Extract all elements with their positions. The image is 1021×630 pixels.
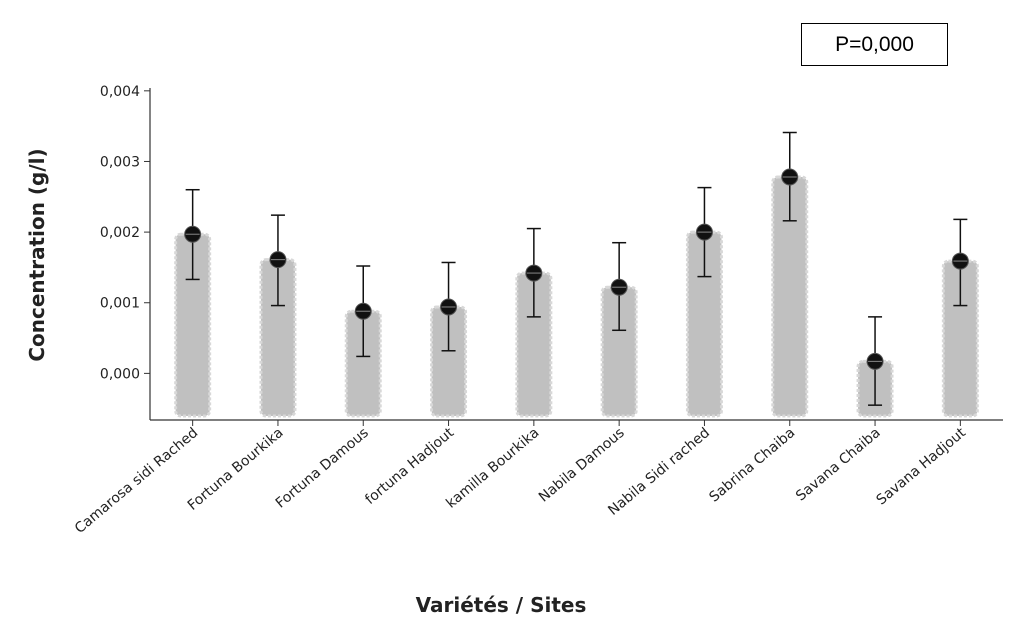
p-value-annotation: P=0,000 — [801, 23, 948, 66]
x-tick-label: Fortuna Bourkika — [185, 425, 287, 514]
x-tick-label: Nabila Damous — [536, 425, 628, 506]
bars-group — [174, 175, 979, 418]
x-tick-label: fortuna Hadjout — [362, 424, 457, 508]
x-tick-label: kamilla Bourkika — [443, 425, 542, 512]
y-tick-label: 0,004 — [100, 84, 140, 100]
y-axis-title: Concentration (g/l) — [25, 148, 49, 361]
y-tick-label: 0,002 — [100, 225, 140, 241]
x-axis-title: Variétés / Sites — [416, 593, 587, 617]
x-tick-label: Savana Hadjout — [874, 424, 970, 508]
error-bars-group — [185, 131, 968, 406]
y-ticks-group: 0,000 0,001 0,002 0,003 0,004 — [100, 84, 150, 382]
markers-group — [184, 168, 969, 370]
x-tick-label: Sabrina Chaiba — [706, 425, 798, 506]
y-tick-label: 0,003 — [100, 154, 140, 170]
y-tick-label: 0,001 — [100, 296, 140, 312]
y-tick-label: 0,000 — [100, 366, 140, 382]
x-tick-label: Savana Chaiba — [793, 425, 884, 505]
x-tick-label: Camarosa sidi Rached — [72, 425, 201, 537]
x-tick-label: Fortuna Damous — [273, 425, 372, 512]
